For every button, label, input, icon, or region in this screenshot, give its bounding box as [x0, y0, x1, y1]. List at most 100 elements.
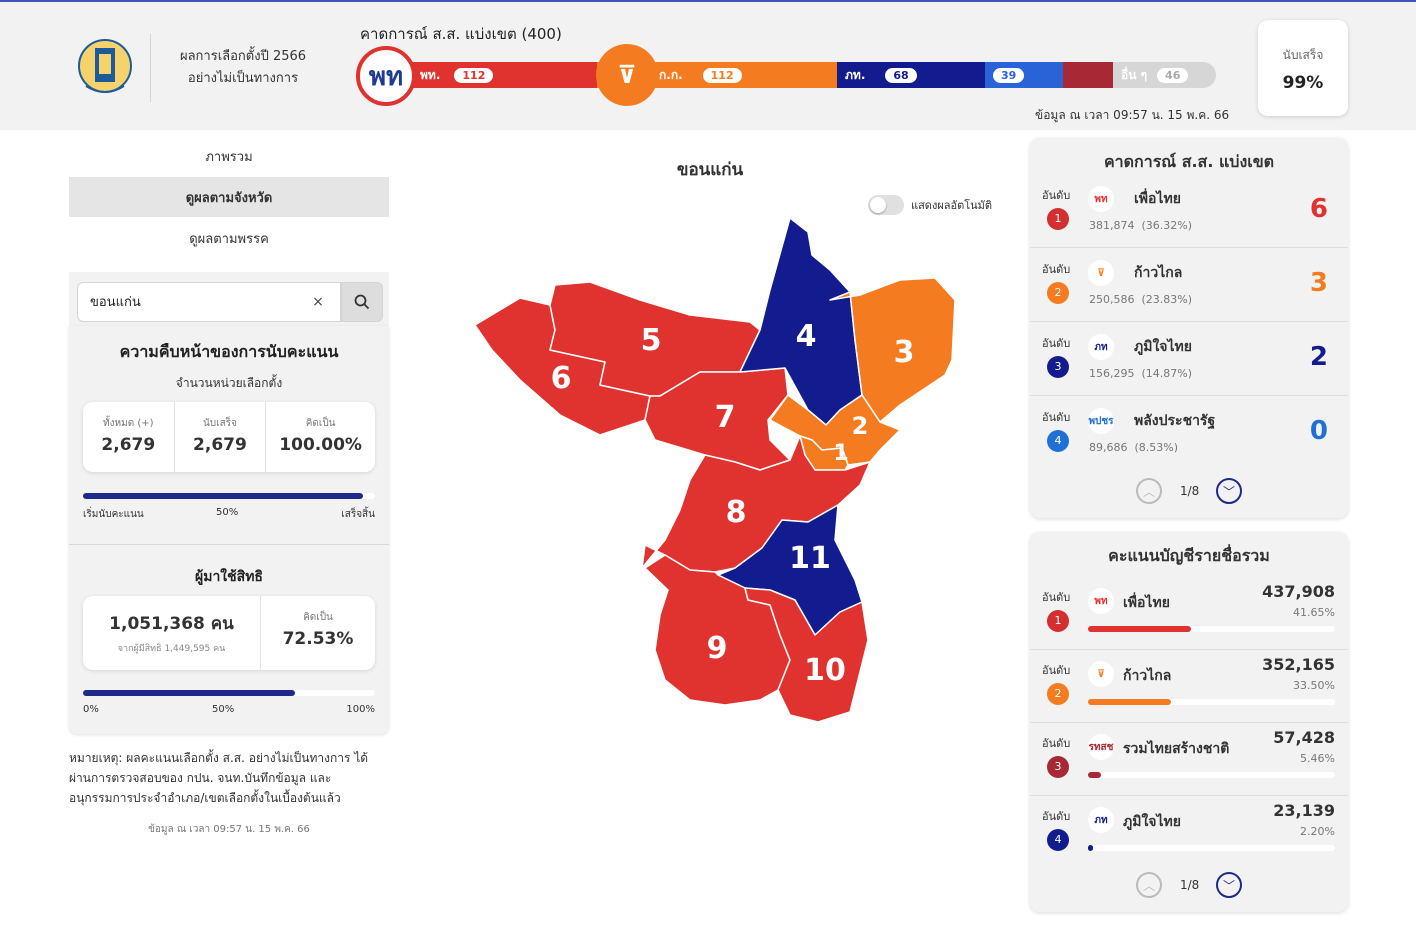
- counting-progress-bar: [83, 493, 375, 499]
- constituency-row[interactable]: อันดับ 4 พปชร พลังประชารัฐ 89,686 (8.53%) 0: [1030, 396, 1348, 470]
- nav-by-province[interactable]: ดูผลตามจังหวัด: [69, 177, 389, 217]
- search-button[interactable]: [341, 282, 383, 322]
- rank-badge: 2: [1047, 282, 1069, 304]
- turnout-count-cell: 1,051,368 คน จากผู้มีสิทธิ 1,449,595 คน: [83, 596, 261, 670]
- turnout-progress-bar: [83, 690, 375, 696]
- party-list-row[interactable]: อันดับ 1 พท เพื่อไทย 437,908 41.65%: [1030, 576, 1348, 650]
- search-icon: [354, 294, 370, 310]
- rank-badge: 1: [1047, 610, 1069, 632]
- party-votes: 437,908: [1262, 582, 1335, 601]
- turnout-card: 1,051,368 คน จากผู้มีสิทธิ 1,449,595 คน …: [83, 596, 375, 670]
- party-seats: 3: [1309, 268, 1328, 298]
- party-seats: 2: [1309, 342, 1328, 372]
- pheu-thai-logo-icon: พท: [356, 46, 416, 106]
- seat-segment-label: พท.: [420, 67, 441, 82]
- rank-label: อันดับ: [1042, 591, 1071, 604]
- seat-segment-pt[interactable]: พท. 112: [392, 62, 597, 88]
- party-vote-pct: 33.50%: [1293, 679, 1335, 692]
- constituency-pager: ︿ 1/8 ﹀: [1030, 478, 1348, 508]
- nav-overview[interactable]: ภาพรวม: [205, 149, 253, 165]
- district-3-region[interactable]: [829, 277, 956, 423]
- party-vote-bar-fill: [1088, 772, 1102, 778]
- party-logo-icon: ภท: [1088, 807, 1114, 833]
- constituency-row[interactable]: อันดับ 3 ภท ภูมิใจไทย 156,295 (14.87%) 2: [1030, 322, 1348, 396]
- party-logo-icon: ⊽: [1088, 661, 1114, 687]
- page-indicator: 1/8: [1180, 878, 1200, 892]
- page-up-button[interactable]: ︿: [1136, 872, 1162, 898]
- header-title-line2: อย่างไม่เป็นทางการ: [187, 71, 299, 86]
- district-7-region[interactable]: [644, 367, 791, 471]
- party-list-row[interactable]: อันดับ 2 ⊽ ก้าวไกล 352,165 33.50%: [1030, 649, 1348, 723]
- chevron-up-icon: ︿: [1142, 484, 1155, 499]
- district-label: 6: [551, 361, 572, 396]
- counted-units-cell: นับเสร็จ 2,679: [175, 402, 267, 472]
- party-vote-count: 381,874: [1089, 219, 1135, 232]
- search-area: ขอนแก่น ×: [69, 272, 389, 334]
- rank-badge: 1: [1047, 208, 1069, 230]
- party-name: ก้าวไกล: [1134, 265, 1183, 281]
- party-name: ภูมิใจไทย: [1134, 339, 1192, 355]
- seat-count-pill: 112: [454, 67, 494, 83]
- seat-segment-party4[interactable]: 39: [985, 62, 1063, 88]
- constituency-row[interactable]: อันดับ 2 ⊽ ก้าวไกล 250,586 (23.83%) 3: [1030, 248, 1348, 322]
- total-units-cell: ทั้งหมด (+) 2,679: [83, 402, 175, 472]
- party-list-row[interactable]: อันดับ 4 ภท ภูมิใจไทย 23,139 2.20%: [1030, 795, 1348, 869]
- counted-percent-value: 100.00%: [279, 435, 362, 455]
- district-label: 7: [715, 400, 736, 435]
- progress-title: ความคืบหน้าของการนับคะแนน: [119, 342, 339, 361]
- district-10-region[interactable]: [744, 587, 869, 723]
- rank-badge: 2: [1047, 683, 1069, 705]
- counted-units-label: นับเสร็จ: [202, 418, 237, 429]
- header-divider: [150, 34, 151, 102]
- seat-bar-title: คาดการณ์ ส.ส. แบ่งเขต (400): [360, 25, 562, 43]
- scale-mid-label: 50%: [212, 704, 235, 715]
- rank-badge: 4: [1047, 829, 1069, 851]
- page-down-button[interactable]: ﹀: [1216, 478, 1242, 504]
- clear-icon[interactable]: ×: [312, 294, 324, 310]
- rank-label: อันดับ: [1042, 337, 1071, 350]
- seat-segment-bjt[interactable]: ภท. 68: [837, 62, 985, 88]
- seat-count-pill: 46: [1157, 67, 1189, 83]
- party-name: พลังประชารัฐ: [1134, 413, 1216, 429]
- nav-by-party[interactable]: ดูผลตามพรรค: [189, 231, 269, 247]
- party-votes: 89,686 (8.53%): [1089, 441, 1178, 454]
- party-vote-pct: (8.53%): [1134, 441, 1179, 454]
- party-vote-count: 156,295: [1089, 367, 1135, 380]
- auto-update-label: แสดงผลอัตโนมัติ: [911, 199, 993, 212]
- header-bar: ผลการเลือกตั้งปี 2566 อย่างไม่เป็นทางการ…: [0, 0, 1416, 130]
- seat-segment-party5[interactable]: [1063, 62, 1113, 88]
- scale-start-label: เริ่มนับคะแนน: [83, 509, 144, 520]
- pt-logo-text: พท: [368, 61, 404, 92]
- header-title-line1: ผลการเลือกตั้งปี 2566: [179, 49, 307, 64]
- party-name: ก้าวไกล: [1123, 668, 1172, 684]
- rank-badge: 3: [1047, 356, 1069, 378]
- rank-badge: 3: [1047, 756, 1069, 778]
- party-vote-pct: (14.87%): [1141, 367, 1193, 380]
- constituency-row[interactable]: อันดับ 1 พท เพื่อไทย 381,874 (36.32%) 6: [1030, 174, 1348, 248]
- district-label: 4: [796, 319, 817, 354]
- party-votes: 250,586 (23.83%): [1089, 293, 1192, 306]
- party-vote-bar: [1088, 772, 1335, 778]
- page-down-button[interactable]: ﹀: [1216, 872, 1242, 898]
- party-name: รวมไทยสร้างชาติ: [1123, 741, 1230, 757]
- page-up-button[interactable]: ︿: [1136, 478, 1162, 504]
- constituency-title: คาดการณ์ ส.ส. แบ่งเขต: [1103, 152, 1275, 171]
- party-logo-icon: พท: [1088, 588, 1114, 614]
- ect-emblem-icon: [78, 39, 132, 93]
- party-logo-icon: รทสช: [1088, 734, 1114, 760]
- seat-count-pill: 68: [885, 67, 917, 83]
- rank-label: อันดับ: [1042, 263, 1071, 276]
- party-name: เพื่อไทย: [1123, 595, 1170, 611]
- party-votes: 381,874 (36.32%): [1089, 219, 1192, 232]
- header-title: ผลการเลือกตั้งปี 2566 อย่างไม่เป็นทางการ: [168, 46, 318, 90]
- auto-update-toggle[interactable]: [868, 195, 904, 215]
- note-data-time: ข้อมูล ณ เวลา 09:57 น. 15 พ.ค. 66: [148, 824, 310, 835]
- province-search-input[interactable]: ขอนแก่น: [77, 282, 341, 322]
- seat-segment-others[interactable]: อื่น ๆ 46: [1113, 62, 1216, 88]
- party-name: เพื่อไทย: [1134, 191, 1181, 207]
- party-seats: 6: [1309, 194, 1328, 224]
- disclaimer-note: หมายเหตุ: ผลคะแนนเลือกตั้ง ส.ส. อย่างไม่…: [69, 751, 369, 805]
- party-list-row[interactable]: อันดับ 3 รทสช รวมไทยสร้างชาติ 57,428 5.46%: [1030, 722, 1348, 796]
- party-vote-pct: 41.65%: [1293, 606, 1335, 619]
- party-votes: 57,428: [1273, 728, 1335, 747]
